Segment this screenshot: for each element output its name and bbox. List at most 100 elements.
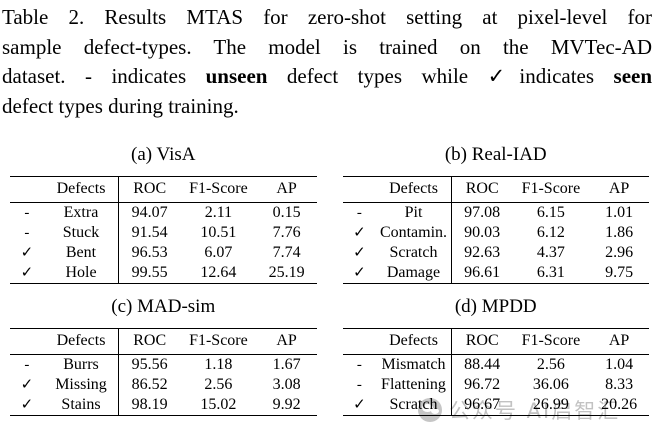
table-row: ✓ Damage 96.61 6.31 9.75 [343, 263, 650, 284]
table-row: ✓ Stains 98.19 15.02 9.92 [10, 395, 317, 416]
seen-mark-cell: ✓ [20, 377, 34, 393]
roc-cell: 86.52 [131, 376, 168, 393]
f1-column-header: F1-Score [512, 328, 590, 355]
roc-column-header: ROC [451, 328, 513, 355]
defect-name-cell: Damage [376, 263, 452, 284]
watermark: 公众号 AI启智汇 [418, 395, 620, 425]
f1-cell: 12.64 [200, 264, 237, 281]
table-row: ✓ Scratch 92.63 4.37 2.96 [343, 243, 650, 263]
subtable-caption-c: (c) MAD-sim [111, 296, 216, 317]
ap-cell: 1.86 [605, 224, 634, 241]
ap-cell: 7.74 [272, 244, 301, 261]
f1-cell: 6.15 [536, 204, 565, 221]
roc-cell: 96.72 [464, 376, 501, 393]
ap-cell: 25.19 [268, 264, 305, 281]
f1-cell: 36.06 [532, 376, 569, 393]
seen-mark-cell: - [356, 357, 362, 373]
roc-cell: 94.07 [131, 204, 168, 221]
caption-line-3: dataset. - indicates unseen defect types… [2, 62, 652, 92]
roc-column-header: ROC [451, 176, 513, 203]
table-row: - Flattening 96.72 36.06 8.33 [343, 375, 650, 395]
ap-cell: 9.92 [272, 396, 301, 413]
ap-cell: 7.76 [272, 224, 301, 241]
table-row: ✓ Contamin. 90.03 6.12 1.86 [343, 223, 650, 243]
defect-name-cell: Missing [43, 375, 120, 395]
f1-cell: 1.18 [204, 356, 233, 373]
ap-cell: 1.04 [605, 356, 634, 373]
f1-cell: 4.37 [536, 244, 565, 261]
ap-cell: 1.01 [605, 204, 634, 221]
roc-cell: 91.54 [131, 224, 168, 241]
header-row: Defects ROC F1-Score AP [10, 176, 317, 203]
roc-cell: 88.44 [464, 356, 501, 373]
caption-text: defect types while ✓indicates [267, 64, 614, 88]
seen-mark-cell: - [24, 205, 30, 221]
seen-mark-cell: - [356, 205, 362, 221]
ap-column-header: AP [256, 176, 317, 203]
defect-name-cell: Scratch [376, 395, 452, 416]
f1-column-header: F1-Score [512, 176, 590, 203]
roc-cell: 98.19 [131, 396, 168, 413]
defect-name-cell: Stuck [43, 223, 120, 243]
f1-cell: 15.02 [200, 396, 237, 413]
f1-cell: 10.51 [200, 224, 237, 241]
seen-mark-cell: - [24, 225, 30, 241]
seen-mark-cell: - [24, 357, 30, 373]
caption-line-2: sample defect-types. The model is traine… [2, 34, 652, 59]
f1-cell: 6.07 [204, 244, 233, 261]
table-row: - Burrs 95.56 1.18 1.67 [10, 354, 317, 375]
roc-cell: 96.61 [464, 264, 501, 281]
f1-cell: 26.99 [532, 396, 569, 413]
header-row: Defects ROC F1-Score AP [10, 328, 317, 355]
ap-cell: 0.15 [272, 204, 301, 221]
defect-name-cell: Mismatch [376, 354, 452, 375]
results-table-visa: Defects ROC F1-Score AP - Extra 94.07 2.… [10, 176, 317, 284]
defects-column-header: Defects [376, 328, 452, 355]
seen-mark-cell: ✓ [353, 245, 366, 261]
ap-column-header: AP [589, 328, 649, 355]
table-row: ✓ Missing 86.52 2.56 3.08 [10, 375, 317, 395]
defect-name-cell: Flattening [376, 375, 452, 395]
defects-column-header: Defects [43, 328, 120, 355]
roc-cell: 96.53 [131, 244, 168, 261]
ap-cell: 2.96 [605, 244, 634, 261]
ap-cell: 1.67 [272, 356, 301, 373]
defect-name-cell: Scratch [376, 243, 452, 263]
defect-name-cell: Contamin. [376, 223, 452, 243]
seen-mark-cell: ✓ [353, 225, 366, 241]
roc-column-header: ROC [118, 176, 181, 203]
defect-name-cell: Pit [376, 202, 452, 223]
seen-column-header [342, 176, 377, 203]
defect-name-cell: Extra [43, 202, 120, 223]
caption-bold-seen: seen [613, 64, 653, 88]
table-row: - Stuck 91.54 10.51 7.76 [10, 223, 317, 243]
roc-cell: 96.67 [464, 396, 501, 413]
results-table-real-iad: Defects ROC F1-Score AP - Pit 97.08 6.15… [342, 176, 650, 284]
defects-column-header: Defects [376, 176, 452, 203]
f1-cell: 2.11 [204, 204, 233, 221]
results-table-mad-sim: Defects ROC F1-Score AP - Burrs 95.56 1.… [10, 328, 317, 416]
table-row: ✓ Bent 96.53 6.07 7.74 [10, 243, 317, 263]
defect-name-cell: Bent [43, 243, 120, 263]
seen-column-header [342, 328, 377, 355]
caption-text: dataset. - indicates [2, 64, 206, 88]
subtable-mpdd: (d) MPDD Defects ROC F1-Score AP - Mism [342, 284, 650, 416]
defect-name-cell: Burrs [43, 354, 120, 375]
roc-cell: 95.56 [131, 356, 168, 373]
caption-line-4: defect types during training. [2, 93, 239, 118]
ap-cell: 20.26 [601, 396, 638, 413]
seen-mark-cell: ✓ [353, 397, 366, 413]
header-row: Defects ROC F1-Score AP [342, 176, 649, 203]
header-row: Defects ROC F1-Score AP [342, 328, 649, 355]
f1-column-header: F1-Score [180, 328, 257, 355]
f1-cell: 6.12 [536, 224, 565, 241]
seen-mark-cell: ✓ [20, 265, 34, 281]
seen-mark-cell: - [356, 377, 362, 393]
roc-cell: 90.03 [464, 224, 501, 241]
subtable-mad-sim: (c) MAD-sim Defects ROC F1-Score AP - B [10, 284, 317, 416]
ap-cell: 8.33 [605, 376, 634, 393]
seen-mark-cell: ✓ [353, 265, 366, 281]
ap-column-header: AP [256, 328, 317, 355]
subtable-caption-b: (b) Real-IAD [444, 144, 547, 165]
table-caption: Table 2. Results MTAS for zero-shot sett… [0, 0, 654, 121]
